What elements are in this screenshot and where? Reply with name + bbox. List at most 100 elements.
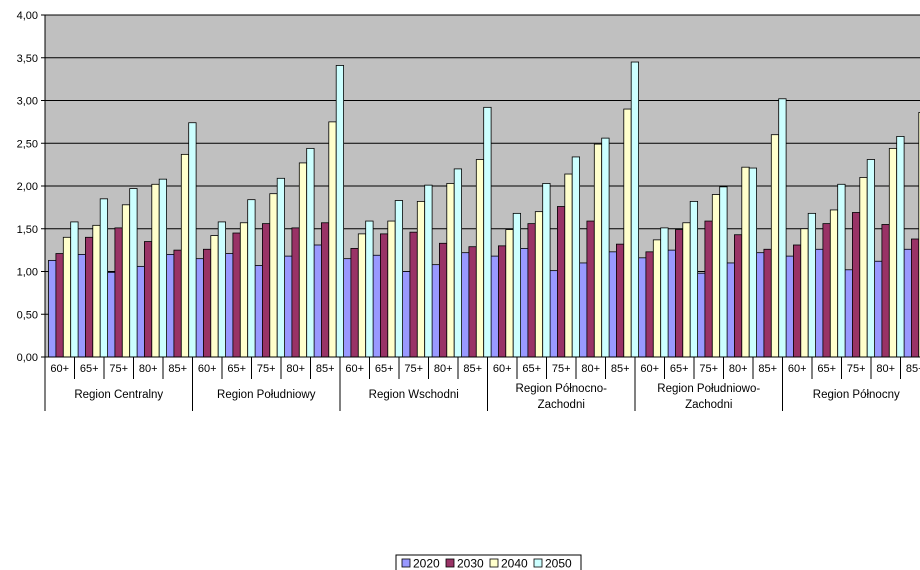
category-label: 60+ — [788, 363, 807, 375]
bar-2030 — [852, 212, 861, 358]
bar-2040 — [505, 229, 514, 358]
legend-swatch-2020 — [401, 558, 411, 568]
category-label: 85+ — [316, 363, 335, 375]
bar-2040 — [475, 159, 485, 358]
bar-2040 — [888, 147, 898, 358]
group-label: Region Centralny — [74, 389, 163, 401]
bar-2040 — [446, 183, 455, 358]
bar-2050 — [394, 200, 404, 358]
bar-2040 — [859, 177, 868, 358]
bar-2050 — [542, 183, 551, 358]
group-label: Region Wschodni — [369, 389, 459, 401]
bar-2050 — [129, 188, 138, 358]
category-label: 60+ — [345, 363, 364, 375]
bar-2040 — [62, 236, 72, 358]
bar-2050 — [335, 65, 345, 358]
category-label: 85+ — [611, 363, 630, 375]
category-label: 80+ — [139, 363, 158, 375]
bar-2050 — [896, 136, 905, 358]
bar-2050 — [188, 122, 197, 358]
bar-2020 — [638, 257, 647, 358]
bar-2030 — [763, 248, 772, 358]
bar-2030 — [911, 238, 920, 358]
bar-2040 — [357, 233, 367, 358]
legend-swatch-2040 — [489, 558, 499, 568]
bar-2020 — [549, 270, 558, 358]
bar-2020 — [431, 264, 440, 358]
bar-2050 — [483, 106, 492, 358]
category-label: 85+ — [463, 363, 482, 375]
bar-2040 — [741, 166, 750, 358]
category-label: 60+ — [640, 363, 659, 375]
bar-2040 — [180, 153, 190, 358]
y-tick-label: 3,00 — [17, 96, 38, 108]
category-label: 75+ — [404, 363, 423, 375]
group-label: Zachodni — [538, 399, 585, 411]
category-label: 75+ — [847, 363, 866, 375]
category-label: 60+ — [493, 363, 512, 375]
category-label: 85+ — [168, 363, 187, 375]
bar-2030 — [232, 232, 241, 358]
bar-2030 — [409, 231, 418, 358]
bar-2030 — [881, 224, 890, 358]
bar-2040 — [269, 193, 278, 358]
bar-2030 — [438, 242, 448, 358]
bar-2030 — [291, 227, 300, 358]
bar-2050 — [217, 221, 226, 358]
bar-2020 — [667, 249, 676, 358]
bar-2050 — [630, 61, 640, 358]
bar-2020 — [874, 260, 883, 358]
bar-2050 — [748, 167, 758, 358]
y-tick-label: 1,50 — [17, 224, 38, 236]
legend-swatch-2050 — [533, 558, 543, 568]
bar-2050 — [719, 186, 728, 358]
bar-2050 — [99, 198, 108, 358]
bar-2020 — [815, 248, 824, 358]
bar-2040 — [829, 209, 839, 358]
legend-label: 2030 — [457, 557, 484, 570]
y-tick-label: 0,00 — [17, 352, 38, 364]
bar-2050 — [276, 177, 286, 358]
category-label: 75+ — [109, 363, 128, 375]
bar-2040 — [800, 228, 809, 358]
bar-2050 — [778, 98, 787, 358]
bar-2030 — [793, 244, 802, 358]
bar-2030 — [261, 223, 271, 358]
category-label: 65+ — [522, 363, 541, 375]
bar-2020 — [166, 253, 175, 358]
bar-2020 — [579, 262, 588, 358]
bar-2030 — [557, 206, 566, 358]
bar-2030 — [734, 234, 743, 358]
y-tick-label: 2,50 — [17, 138, 38, 150]
bar-2050 — [689, 200, 699, 358]
bar-2050 — [601, 137, 610, 358]
bar-2020 — [107, 271, 116, 358]
bar-2040 — [328, 121, 337, 358]
y-tick-label: 4,00 — [17, 10, 38, 22]
group-label: Region Północno- — [516, 383, 608, 395]
bar-2030 — [704, 220, 713, 358]
bar-2040 — [564, 173, 573, 358]
category-label: 65+ — [375, 363, 394, 375]
legend-label: 2020 — [413, 557, 440, 570]
bar-2020 — [136, 265, 145, 358]
bar-2020 — [756, 252, 765, 358]
category-label: 80+ — [434, 363, 453, 375]
bar-2040 — [387, 220, 396, 358]
bar-2030 — [173, 249, 182, 358]
category-label: 60+ — [50, 363, 69, 375]
bar-2030 — [822, 223, 831, 358]
bar-2050 — [453, 168, 463, 358]
category-label: 80+ — [876, 363, 895, 375]
bar-2020 — [844, 269, 853, 358]
y-tick-label: 1,00 — [17, 267, 38, 279]
bar-2020 — [402, 271, 411, 358]
bar-2020 — [608, 251, 617, 358]
bar-2030 — [85, 236, 94, 358]
bar-2020 — [726, 262, 735, 358]
bar-2030 — [497, 245, 507, 358]
category-label: 75+ — [257, 363, 276, 375]
category-label: 85+ — [906, 363, 920, 375]
bar-2050 — [365, 220, 374, 358]
y-tick-label: 2,00 — [17, 181, 38, 193]
